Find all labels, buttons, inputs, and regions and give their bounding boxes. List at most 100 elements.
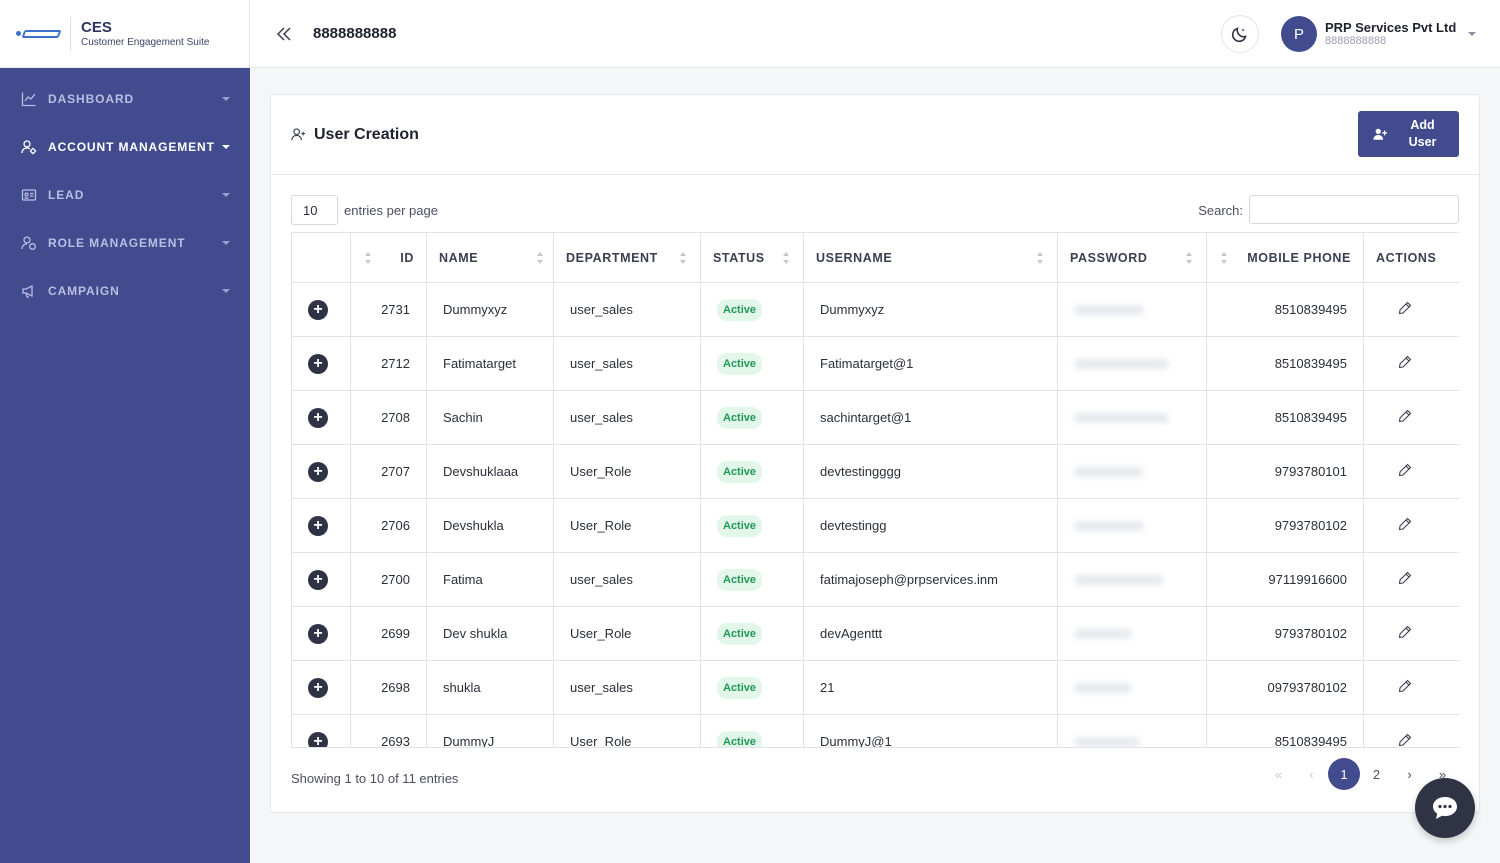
brand-divider: [70, 16, 71, 51]
logo-dot: [16, 31, 21, 36]
avatar: P: [1281, 16, 1317, 52]
status-badge: Active: [717, 730, 763, 747]
password-masked: [1074, 412, 1169, 423]
cell-actions: [1363, 444, 1459, 499]
expand-row-button[interactable]: +: [308, 299, 328, 320]
cell-id: 2693: [350, 714, 427, 747]
user-menu[interactable]: P PRP Services Pvt Ltd 8888888888: [1281, 16, 1477, 52]
column-header-username[interactable]: USERNAME: [803, 232, 1058, 283]
cell-id: 2712: [350, 336, 427, 391]
cell-password: [1057, 606, 1207, 661]
pencil-icon[interactable]: [1398, 301, 1412, 315]
column-header-status[interactable]: STATUS: [700, 232, 804, 283]
pencil-icon[interactable]: [1398, 625, 1412, 639]
column-header-id[interactable]: ID: [350, 232, 427, 283]
sidebar-item-lead[interactable]: LEAD: [0, 171, 250, 219]
user-name: PRP Services Pvt Ltd: [1325, 20, 1457, 35]
chat-button[interactable]: [1415, 778, 1475, 838]
cell-mobile-phone: 09793780102: [1206, 660, 1364, 715]
pencil-icon[interactable]: [1398, 733, 1412, 747]
status-badge: Active: [717, 298, 763, 321]
expand-row-button[interactable]: +: [308, 677, 328, 698]
cell-id: 2698: [350, 660, 427, 715]
cell-username: 21: [803, 660, 1058, 715]
search-input[interactable]: [1249, 195, 1459, 224]
pagination-page-1[interactable]: 1: [1328, 758, 1360, 790]
table-info: Showing 1 to 10 of 11 entries: [291, 771, 459, 786]
column-header-name[interactable]: NAME: [426, 232, 554, 283]
cell-id: 2699: [350, 606, 427, 661]
double-chevron-left-icon: [276, 26, 291, 41]
cell-name: Dummyxyz: [426, 282, 554, 337]
password-masked: [1074, 358, 1169, 369]
cell-status: Active: [700, 390, 804, 445]
cell-username: Dummyxyz: [803, 282, 1058, 337]
chevron-down-icon: [222, 289, 230, 293]
sidebar-item-label: ACCOUNT MANAGEMENT: [48, 140, 215, 154]
expand-row-button[interactable]: +: [308, 353, 328, 374]
cell-name: Sachin: [426, 390, 554, 445]
theme-toggle-button[interactable]: [1221, 15, 1259, 53]
cell-password: [1057, 498, 1207, 553]
sort-icon: [1186, 251, 1192, 264]
add-user-label: Add User: [1408, 118, 1437, 149]
sidebar-item-role-management[interactable]: ROLE MANAGEMENT: [0, 219, 250, 267]
sidebar: CES Customer Engagement Suite DASHBOARD …: [0, 0, 250, 863]
expand-row-button[interactable]: +: [308, 515, 328, 536]
cell-password: [1057, 444, 1207, 499]
cell-username: Fatimatarget@1: [803, 336, 1058, 391]
cell-password: [1057, 660, 1207, 715]
cell-name: Devshukla: [426, 498, 554, 553]
table-row: +2712 Fatimatarget user_sales Active Fatimat…: [291, 336, 1459, 391]
column-header-mobile-phone[interactable]: MOBILE PHONE: [1206, 232, 1364, 283]
chat-bubble-icon: [1433, 797, 1457, 819]
cell-password: [1057, 336, 1207, 391]
sidebar-item-label: LEAD: [48, 188, 85, 202]
column-header-department[interactable]: DEPARTMENT: [553, 232, 701, 283]
add-user-button[interactable]: Add User: [1358, 111, 1459, 157]
brand-title: CES: [81, 18, 112, 36]
collapse-sidebar-button[interactable]: [272, 22, 296, 46]
pencil-icon[interactable]: [1398, 463, 1412, 477]
cell-department: user_sales: [553, 552, 701, 607]
pagination-last[interactable]: »: [1438, 766, 1447, 782]
cell-actions: [1363, 660, 1459, 715]
cell-actions: [1363, 552, 1459, 607]
chevron-down-icon: [1468, 32, 1477, 36]
pagination-page-2[interactable]: 2: [1372, 766, 1381, 782]
entries-per-page-select[interactable]: 10: [291, 195, 338, 225]
expand-row-button[interactable]: +: [308, 623, 328, 644]
column-header-password[interactable]: PASSWORD: [1057, 232, 1207, 283]
table-body: +2731 Dummyxyz user_sales Active Dummyxyz 851…: [291, 282, 1459, 747]
sort-icon: [365, 251, 371, 264]
pencil-icon[interactable]: [1398, 409, 1412, 423]
expand-row-button[interactable]: +: [308, 407, 328, 428]
password-masked: [1074, 304, 1144, 315]
sidebar-item-dashboard[interactable]: DASHBOARD: [0, 75, 250, 123]
row-expand-cell: +: [291, 552, 351, 607]
pencil-icon[interactable]: [1398, 571, 1412, 585]
cell-status: Active: [700, 498, 804, 553]
password-masked: [1074, 520, 1144, 531]
pencil-icon[interactable]: [1398, 679, 1412, 693]
sidebar-item-campaign[interactable]: CAMPAIGN: [0, 267, 250, 315]
pagination-first[interactable]: «: [1274, 766, 1283, 782]
sidebar-item-account-management[interactable]: ACCOUNT MANAGEMENT: [0, 123, 250, 171]
table-row: +2707 Devshuklaaa User_Role Active devtestin…: [291, 444, 1459, 499]
expand-row-button[interactable]: +: [308, 731, 328, 747]
cell-status: Active: [700, 606, 804, 661]
cell-actions: [1363, 714, 1459, 747]
pencil-icon[interactable]: [1398, 355, 1412, 369]
expand-row-button[interactable]: +: [308, 461, 328, 482]
status-badge: Active: [717, 568, 763, 591]
pencil-icon[interactable]: [1398, 517, 1412, 531]
pagination-prev[interactable]: ‹: [1309, 766, 1314, 782]
column-header-expand: [291, 232, 351, 283]
pagination-next[interactable]: ›: [1407, 766, 1412, 782]
sidebar-item-label: DASHBOARD: [48, 92, 135, 106]
user-plus-icon: [291, 128, 306, 141]
cell-department: user_sales: [553, 660, 701, 715]
cell-mobile-phone: 8510839495: [1206, 336, 1364, 391]
expand-row-button[interactable]: +: [308, 569, 328, 590]
row-expand-cell: +: [291, 444, 351, 499]
